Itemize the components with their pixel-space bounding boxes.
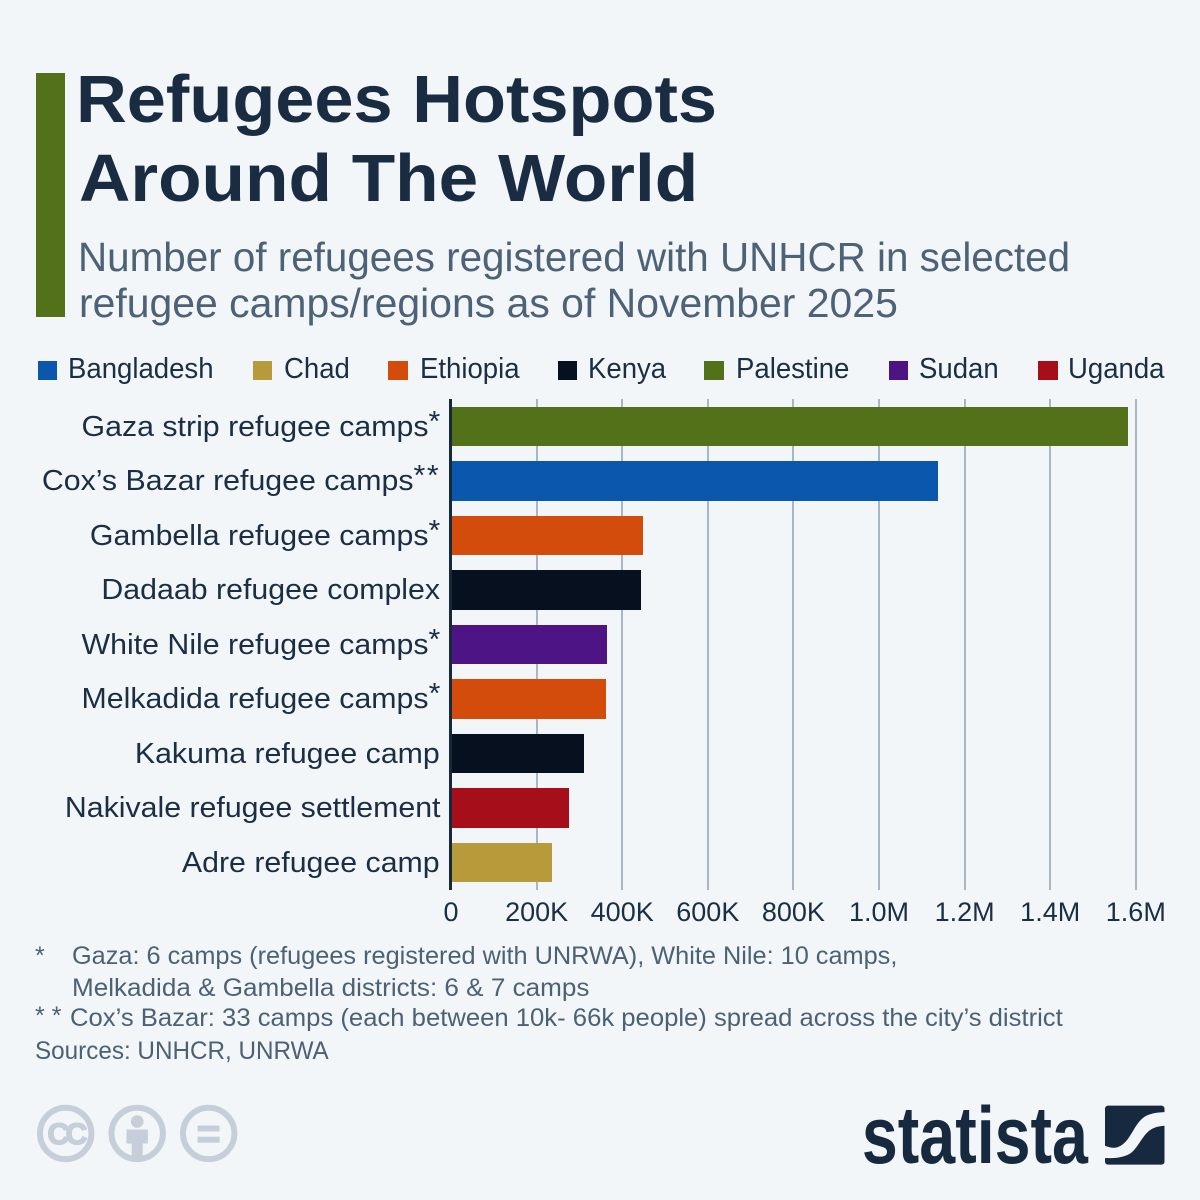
svg-text:statista: statista	[862, 1098, 1089, 1170]
svg-text:CC: CC	[48, 1118, 87, 1151]
